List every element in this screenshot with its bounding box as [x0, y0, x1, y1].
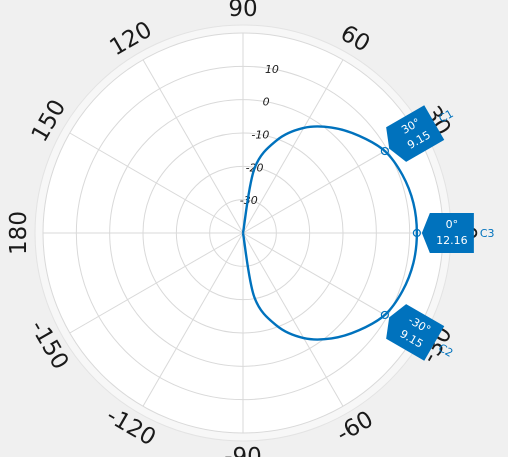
grid-spoke: [69, 132, 244, 234]
marker-value-label: 12.16: [436, 234, 468, 247]
radial-tick-label: 0: [263, 96, 270, 109]
radial-tick-label: 10: [265, 63, 279, 76]
series-layer: [241, 125, 419, 341]
marker-callout-box: [386, 304, 445, 361]
marker-callout[interactable]: 0° 12.16 C3: [421, 213, 495, 253]
marker-point[interactable]: [380, 310, 389, 320]
polar-grid: [43, 33, 443, 433]
marker-point[interactable]: [380, 146, 389, 156]
grid-spoke: [242, 59, 344, 234]
angle-tick-label: 90: [228, 0, 257, 22]
marker-callout-box: [421, 213, 474, 253]
grid-spoke: [242, 232, 417, 334]
marker-name-label: C1: [436, 107, 455, 126]
angle-tick-label: 180: [6, 211, 32, 255]
marker-angle-label: 0°: [446, 218, 459, 231]
marker-callout-box: [386, 105, 445, 162]
series-line: [241, 125, 419, 341]
marker-point[interactable]: [412, 228, 421, 238]
radial-tick-label: -10: [251, 129, 269, 142]
marker-name-label: C3: [480, 227, 495, 240]
marker-callout[interactable]: -30°9.15 C2: [379, 300, 462, 371]
angle-tick-label: -90: [224, 444, 262, 457]
grid-spoke: [142, 232, 244, 407]
grid-spoke: [242, 132, 417, 234]
grid-spoke: [69, 232, 244, 334]
grid-spoke: [242, 232, 344, 407]
grid-spoke: [142, 59, 244, 234]
marker-name-label: C2: [436, 341, 455, 360]
